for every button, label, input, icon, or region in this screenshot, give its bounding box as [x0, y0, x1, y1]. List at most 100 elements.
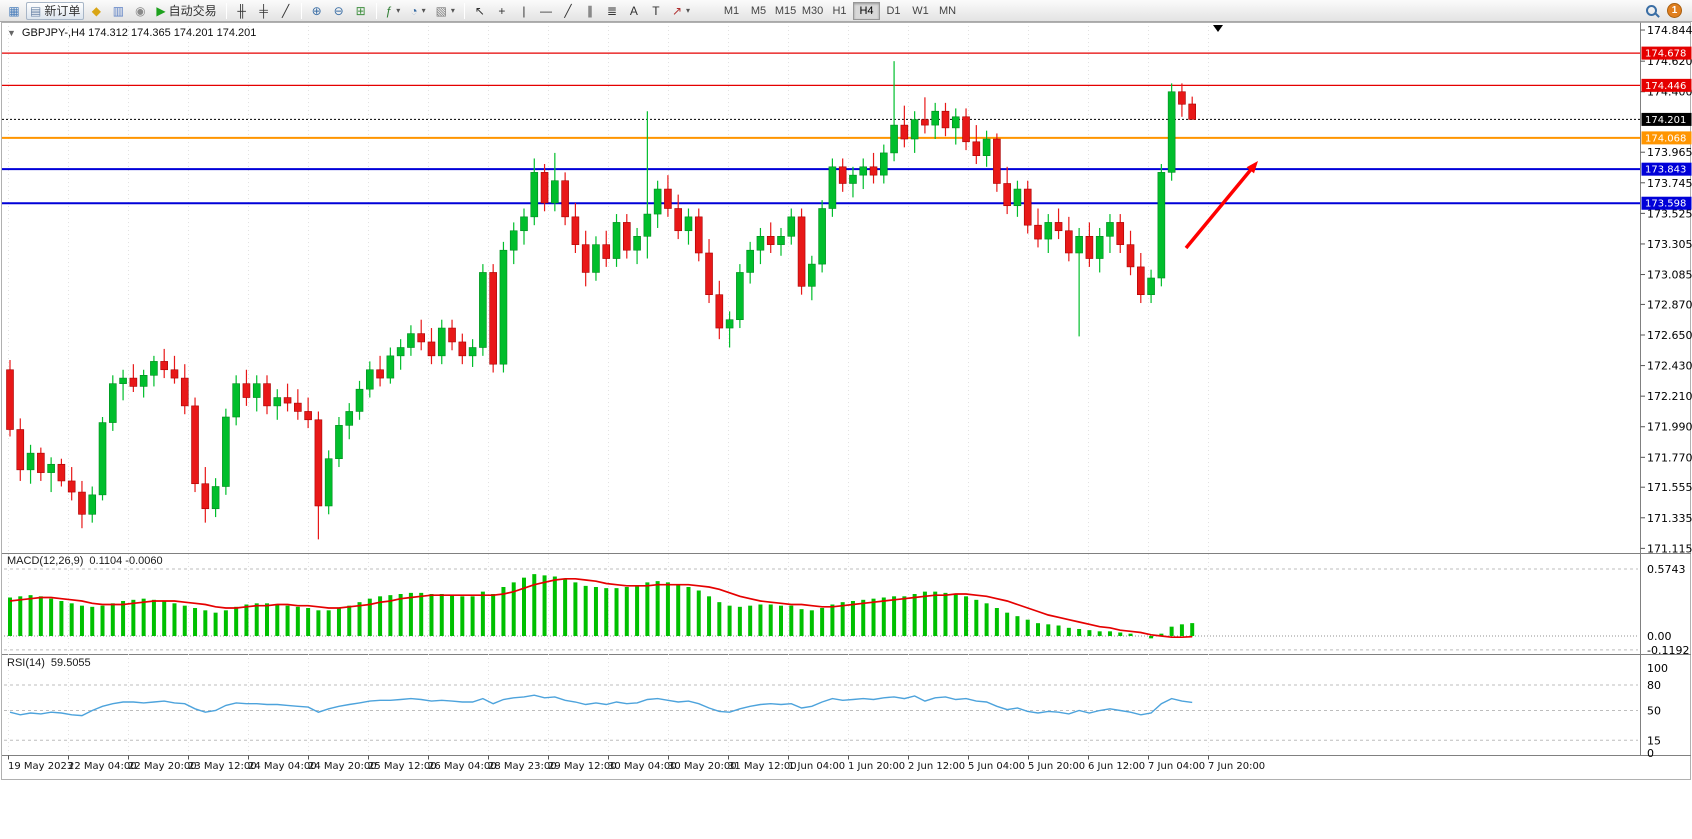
new-order-button[interactable]: ▤ 新订单 [26, 1, 85, 20]
zoom-out-button[interactable]: ⊖ [329, 2, 349, 20]
candle-body [736, 272, 744, 321]
candle-body [396, 347, 405, 357]
candlestick-chart-button[interactable]: ╪ [254, 2, 274, 20]
price-axis-label: 171.770 [1647, 451, 1692, 464]
candle-body [437, 327, 446, 357]
one-click-trading-toggle-icon[interactable]: ▼ [7, 28, 16, 38]
crosshair-button[interactable]: + [492, 2, 512, 20]
candle-body [160, 361, 168, 371]
candle-body [818, 208, 826, 265]
notification-badge[interactable]: 1 [1667, 3, 1682, 18]
price-tag-label: 174.068 [1645, 133, 1686, 144]
trendline-icon: ╱ [564, 3, 572, 18]
templates-icon: ▧ [435, 3, 447, 18]
label-tool-button[interactable]: T [646, 2, 666, 20]
market-watch-button[interactable]: ▥ [108, 2, 128, 20]
vertical-line-button[interactable]: | [514, 2, 534, 20]
periods-button[interactable]: ◔ ▾ [406, 2, 429, 20]
candle-body [376, 369, 384, 379]
candle-body [365, 369, 374, 390]
search-icon[interactable] [1646, 5, 1657, 16]
timeframe-M30[interactable]: M30 [801, 4, 824, 17]
trend-arrow-head[interactable] [1246, 161, 1258, 174]
indicators-button[interactable]: ƒ ▾ [382, 2, 405, 20]
arrow-tools-button[interactable]: ↗ ▾ [668, 2, 694, 20]
candle-body [674, 208, 683, 232]
new-chart-button[interactable]: ▦ [4, 2, 24, 20]
trendline-button[interactable]: ╱ [558, 2, 578, 20]
zoom-in-button[interactable]: ⊕ [307, 2, 327, 20]
sound-icon: ◉ [135, 3, 146, 18]
candle-body [47, 463, 55, 473]
timeframe-M5[interactable]: M5 [750, 4, 767, 17]
price-axis-label: 173.305 [1647, 238, 1692, 251]
price-axis-label: 173.525 [1647, 207, 1692, 220]
auto-trading-button[interactable]: ▶ 自动交易 [152, 2, 220, 20]
timeframe-W1[interactable]: W1 [912, 4, 929, 17]
channel-icon: ∥ [586, 3, 593, 18]
timeframe-H4[interactable]: H4 [853, 1, 881, 20]
candle-body [551, 180, 559, 204]
candle-body [1023, 188, 1032, 226]
candle-body [828, 166, 837, 209]
tile-windows-button[interactable]: ⊞ [351, 2, 371, 20]
timeframe-H1[interactable]: H1 [832, 4, 847, 17]
candle-body [283, 397, 292, 404]
time-axis-label: 28 May 23:00 [488, 761, 557, 772]
horizontal-line-button[interactable]: — [536, 2, 556, 20]
candle-body [37, 452, 45, 473]
fibonacci-icon: ≣ [606, 3, 617, 18]
price-tag-173.598 [1641, 196, 1692, 210]
timeframe-M1[interactable]: M1 [723, 4, 740, 17]
trend-arrow-line[interactable] [1184, 164, 1256, 250]
arrow-tools-icon: ↗ [671, 3, 682, 18]
timeframe-D1[interactable]: D1 [886, 4, 901, 17]
line-chart-button[interactable]: ╱ [276, 2, 296, 20]
time-axis-label: 22 May 04:00 [68, 761, 137, 772]
candle-body [468, 347, 477, 357]
bar-chart-icon: ╫ [237, 3, 246, 18]
price-axis-label: 173.745 [1647, 177, 1692, 190]
cursor-icon: ↖ [474, 3, 485, 18]
candle-body [6, 369, 14, 430]
candle-body [1054, 222, 1063, 232]
metaeditor-button[interactable]: ◆ [86, 2, 106, 20]
price-axis-label: 174.844 [1647, 24, 1692, 37]
timeframe-M15[interactable]: M15 [774, 4, 797, 17]
candle-body [211, 486, 220, 510]
candle-body [777, 236, 785, 245]
price-axis-label: 174.620 [1647, 55, 1692, 68]
candle-body [941, 110, 950, 129]
rsi-line [9, 694, 1193, 717]
toolbar-separator [375, 2, 377, 19]
text-tool-button[interactable]: A [624, 2, 644, 20]
macd-values: 0.1104 -0.0060 [89, 555, 163, 567]
candle-body [643, 213, 652, 237]
fibonacci-button[interactable]: ≣ [602, 2, 622, 20]
cursor-button[interactable]: ↖ [470, 2, 490, 20]
rsi-name: RSI(14) [7, 657, 45, 669]
candle-body [869, 166, 878, 176]
chart-title: GBPJPY-,H4 174.312 174.365 174.201 174.2… [21, 27, 257, 39]
channel-button[interactable]: ∥ [580, 2, 600, 20]
toolbar-separator [300, 2, 302, 19]
candle-body [119, 377, 127, 384]
bar-chart-button[interactable]: ╫ [232, 2, 252, 20]
price-axis-label: 174.400 [1647, 86, 1692, 99]
candle-body [766, 236, 775, 245]
sound-button[interactable]: ◉ [130, 2, 150, 20]
time-axis-label: 5 Jun 20:00 [1028, 761, 1085, 772]
chart-shift-marker[interactable] [1213, 25, 1223, 32]
candle-body [479, 272, 487, 348]
candle-body [715, 294, 724, 329]
time-axis-label: 26 May 04:00 [428, 761, 497, 772]
time-axis-label: 25 May 12:00 [368, 761, 437, 772]
rsi-axis-label: 15 [1647, 734, 1661, 747]
candle-body [273, 397, 282, 407]
zoom-out-icon: ⊖ [333, 3, 344, 18]
macd-axis-label: 0.00 [1647, 630, 1672, 643]
candle-body [931, 110, 940, 126]
templates-button[interactable]: ▧ ▾ [432, 2, 459, 20]
timeframe-toolbar: M1 M5 M15 M30 H1 H4 D1 W1 MN [718, 1, 961, 20]
timeframe-MN[interactable]: MN [938, 4, 957, 17]
